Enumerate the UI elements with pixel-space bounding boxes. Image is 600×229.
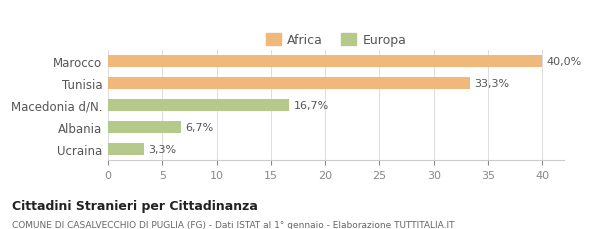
Text: 3,3%: 3,3% [148,144,176,154]
Text: 16,7%: 16,7% [293,100,329,110]
Text: 6,7%: 6,7% [185,122,214,132]
Text: COMUNE DI CASALVECCHIO DI PUGLIA (FG) - Dati ISTAT al 1° gennaio - Elaborazione : COMUNE DI CASALVECCHIO DI PUGLIA (FG) - … [12,220,455,229]
Bar [108,143,144,155]
Bar [108,99,289,111]
Text: Cittadini Stranieri per Cittadinanza: Cittadini Stranieri per Cittadinanza [12,199,258,212]
Text: 40,0%: 40,0% [547,56,582,66]
Bar [108,77,470,89]
Bar [108,121,181,133]
Text: 33,3%: 33,3% [474,78,509,88]
Bar [108,55,542,68]
Legend: Africa, Europa: Africa, Europa [260,29,412,52]
